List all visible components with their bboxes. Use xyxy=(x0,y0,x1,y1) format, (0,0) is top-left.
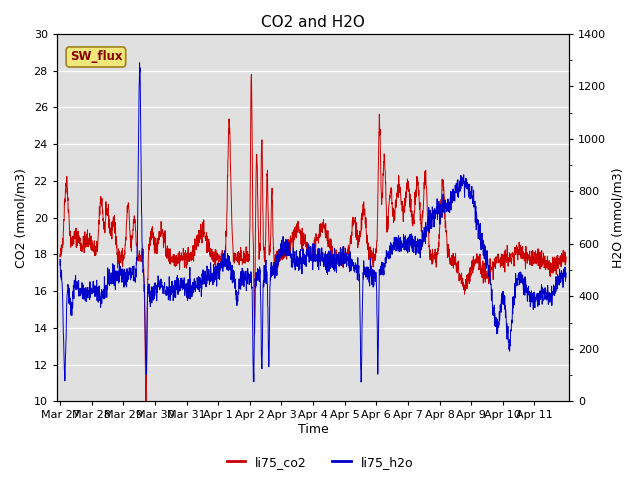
X-axis label: Time: Time xyxy=(298,423,328,436)
Title: CO2 and H2O: CO2 and H2O xyxy=(261,15,365,30)
Legend: li75_co2, li75_h2o: li75_co2, li75_h2o xyxy=(221,451,419,474)
Y-axis label: H2O (mmol/m3): H2O (mmol/m3) xyxy=(612,168,625,268)
Y-axis label: CO2 (mmol/m3): CO2 (mmol/m3) xyxy=(15,168,28,268)
Text: SW_flux: SW_flux xyxy=(70,50,122,63)
